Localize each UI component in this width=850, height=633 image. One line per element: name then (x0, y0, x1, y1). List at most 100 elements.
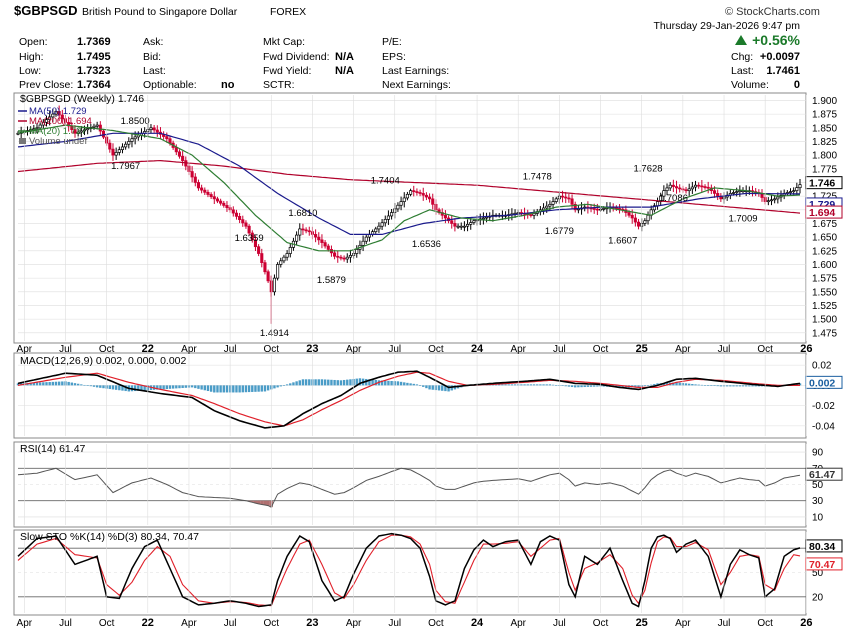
fundamentals-grid: Open: 1.7369 High: 1.7495 Low: 1.7323 Pr… (19, 36, 451, 91)
macd-histogram-bar (593, 385, 596, 387)
macd-histogram-bar (342, 379, 346, 386)
macd-histogram-bar (580, 385, 583, 388)
macd-histogram-bar (444, 385, 447, 392)
macd-histogram-bar (165, 385, 169, 390)
candle-body (472, 220, 476, 223)
macd-histogram-bar (561, 385, 564, 386)
candle-body (405, 193, 409, 199)
rsi-series: 907050301061.47 (17, 448, 843, 523)
candle-body (174, 147, 178, 153)
candle-body (633, 217, 637, 223)
macd-histogram-bar (314, 379, 317, 386)
candle-body (120, 146, 125, 151)
candle-body (431, 198, 435, 205)
sto-k-line (17, 532, 801, 608)
macd-histogram-bar (200, 385, 203, 390)
x-tick-upper: 25 (636, 343, 648, 355)
optionable-label: Optionable: (143, 79, 197, 91)
price-annotation: 1.7086 (659, 193, 688, 204)
candle-body (421, 193, 425, 196)
macd-histogram-bar (754, 385, 757, 387)
candle-body (215, 198, 220, 202)
macd-histogram-bar (637, 385, 640, 388)
rsi-line (17, 467, 801, 508)
macd-histogram-bar (387, 380, 390, 386)
macd-histogram-bar (83, 384, 86, 386)
macd-histogram-bar (697, 384, 700, 386)
candle-body (788, 191, 793, 193)
x-tick-upper: Apr (181, 344, 197, 355)
candle-body (253, 239, 257, 248)
rsi-oversold-fill (260, 500, 264, 505)
last-price-tag-box (805, 176, 843, 190)
macd-tag-box (805, 375, 843, 389)
x-tick-lower: 22 (142, 617, 154, 629)
macd-histogram-bar (355, 378, 358, 386)
macd-histogram-bar (441, 385, 444, 391)
x-tick-lower: Oct (263, 618, 279, 629)
candle-body (219, 200, 223, 204)
exchange: FOREX (270, 6, 306, 18)
candle-body (98, 124, 102, 132)
macd-histogram-bar (292, 382, 295, 386)
macd-histogram-bar (548, 384, 552, 386)
candle-body (95, 124, 99, 127)
price-y-tick: 1.550 (812, 287, 837, 298)
macd-histogram-bar (365, 378, 368, 386)
macd-histogram-bar (190, 385, 194, 388)
price-annotation: 1.4914 (260, 328, 289, 339)
macd-histogram-bar (618, 385, 621, 388)
candle-body (272, 277, 276, 293)
macd-histogram-bar (16, 383, 20, 386)
candle-body (279, 260, 283, 265)
x-tick-upper: Jul (718, 344, 731, 355)
candle-body (551, 201, 555, 205)
macd-histogram-bar (494, 384, 498, 386)
macd-histogram-bar (276, 385, 279, 388)
candle-body (238, 216, 242, 220)
candle-body (453, 223, 457, 227)
macd-histogram-bar (118, 385, 121, 391)
x-tick-upper: Jul (388, 344, 401, 355)
rsi-oversold-fill (263, 500, 267, 506)
candle-body (196, 182, 201, 189)
open-value: 1.7369 (77, 36, 111, 48)
macd-histogram-bar (206, 385, 210, 392)
macd-histogram-bar (358, 378, 362, 386)
macd-histogram-bar (431, 385, 434, 390)
macd-histogram-bar (418, 385, 422, 386)
candle-body (285, 253, 289, 258)
candle-body (573, 203, 577, 211)
macd-y-tick: 0.02 (812, 361, 832, 372)
sto-k-tag-box (805, 539, 843, 553)
price-y-tick: 1.575 (812, 274, 837, 285)
candle-body (374, 228, 378, 233)
macd-histogram-bar (447, 385, 450, 392)
x-tick-upper: Oct (757, 344, 773, 355)
last-price-tag: 1.746 (809, 178, 835, 190)
price-y-tick: 1.525 (812, 301, 837, 312)
candle-body (212, 196, 216, 200)
macd-histogram-bar (330, 379, 333, 386)
macd-histogram-bar (732, 385, 735, 387)
candle-body (101, 130, 106, 138)
last-label: Last: (731, 65, 754, 77)
candle-body (402, 197, 406, 202)
candle-body (564, 196, 568, 199)
macd-histogram-bar (570, 385, 574, 388)
macd-histogram-bar (143, 385, 146, 391)
macd-histogram-bar (203, 385, 206, 391)
macd-histogram-bar (241, 385, 244, 393)
x-tick-lower: Jul (553, 618, 566, 629)
macd-histogram-bar (244, 385, 248, 393)
macd-histogram-bar (285, 384, 289, 386)
price-legend: MA(50) 1.729 MA(200) 1.694 MA(20) 1.727 … (18, 106, 92, 147)
candle-body (529, 214, 533, 216)
macd-series: 0.020.00-0.02-0.040.002 (16, 361, 843, 432)
macd-histogram-bar (545, 384, 548, 386)
open-label: Open: (19, 36, 48, 48)
candle-body (130, 138, 134, 142)
candle-body (396, 204, 400, 210)
low-value: 1.7323 (77, 65, 111, 77)
price-y-tick: 1.825 (812, 137, 837, 148)
